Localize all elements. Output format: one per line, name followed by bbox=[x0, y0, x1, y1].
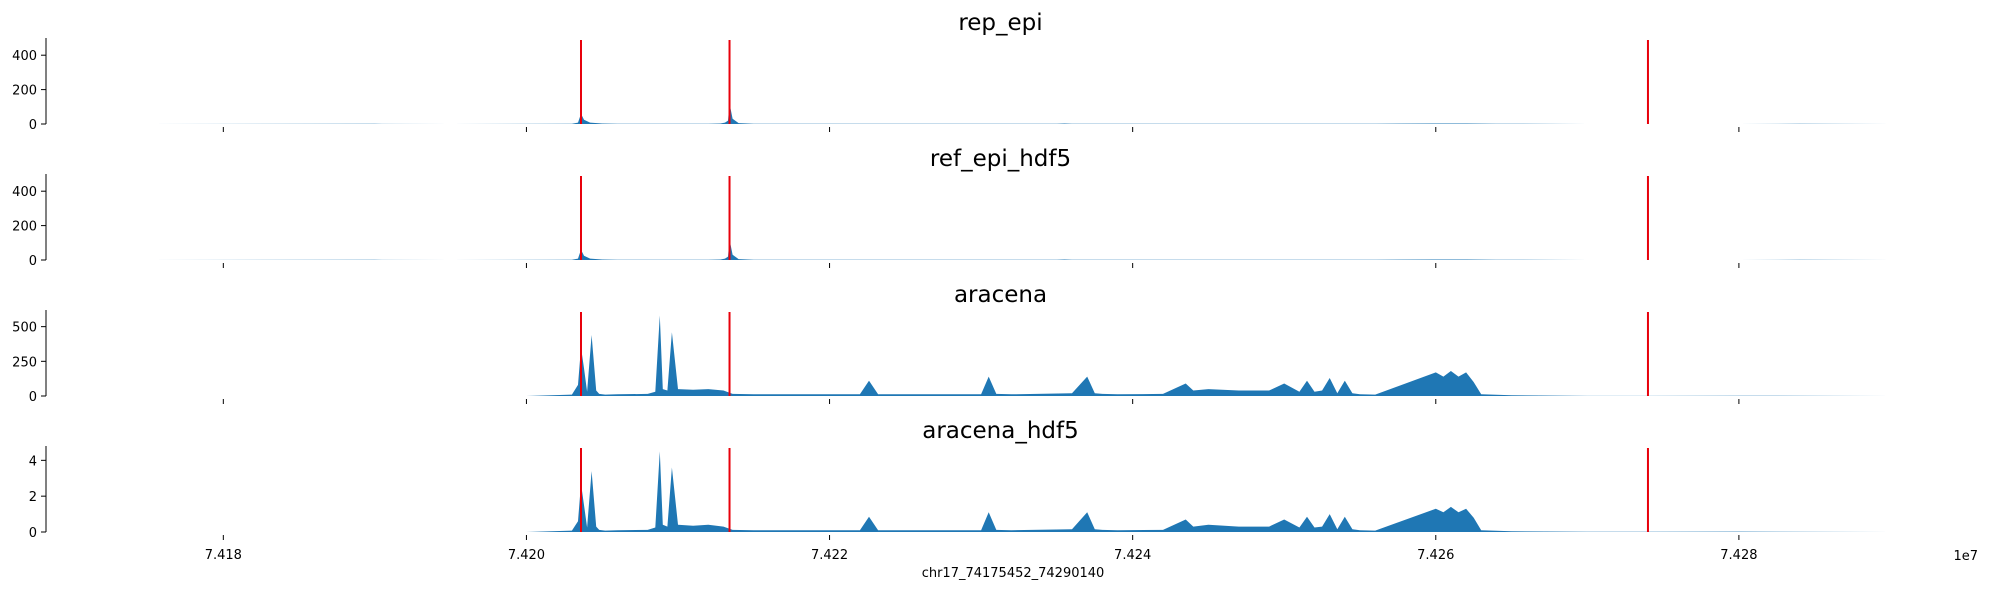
panel-title: ref_epi_hdf5 bbox=[930, 146, 1071, 172]
panel-title: aracena_hdf5 bbox=[922, 418, 1079, 444]
panel-title: rep_epi bbox=[958, 10, 1042, 36]
y-tick-label: 0 bbox=[29, 390, 37, 405]
track-panels: rep_epi0200400ref_epi_hdf50200400aracena… bbox=[12, 10, 1891, 563]
panel-title: aracena bbox=[954, 282, 1047, 308]
y-tick-label: 250 bbox=[12, 355, 37, 370]
y-tick-label: 400 bbox=[12, 49, 37, 64]
track-panel: aracena 0 250 500 bbox=[12, 282, 1891, 405]
coverage-area bbox=[147, 103, 1891, 124]
x-axis-label: chr17_74175452_74290140 bbox=[922, 566, 1105, 581]
y-tick-label: 0 bbox=[29, 526, 37, 541]
x-tick-label: 7.422 bbox=[811, 548, 848, 563]
track-panel: aracena_hdf5 0 2 4 7.418 7.420 7.422 7.424 7.426… bbox=[29, 418, 1891, 563]
y-tick-label: 0 bbox=[29, 118, 37, 133]
coverage-area bbox=[147, 451, 1891, 532]
track-panel: ref_epi_hdf5 0 200 400 bbox=[12, 146, 1891, 269]
x-tick-label: 7.420 bbox=[508, 548, 545, 563]
x-tick-label: 7.424 bbox=[1114, 548, 1151, 563]
x-axis-offset-label: 1e7 bbox=[1953, 549, 1978, 564]
x-tick-label: 7.418 bbox=[205, 548, 242, 563]
coverage-area bbox=[147, 315, 1891, 396]
y-tick-label: 200 bbox=[12, 84, 37, 99]
track-panel: rep_epi 0 200 400 bbox=[12, 10, 1891, 133]
coverage-area bbox=[147, 239, 1891, 260]
y-tick-label: 2 bbox=[29, 490, 37, 505]
y-tick-label: 4 bbox=[29, 454, 37, 469]
x-tick-label: 7.426 bbox=[1417, 548, 1454, 563]
x-tick-label: 7.428 bbox=[1720, 548, 1757, 563]
y-tick-label: 0 bbox=[29, 254, 37, 269]
y-tick-label: 400 bbox=[12, 185, 37, 200]
y-tick-label: 500 bbox=[12, 321, 37, 336]
y-tick-label: 200 bbox=[12, 220, 37, 235]
